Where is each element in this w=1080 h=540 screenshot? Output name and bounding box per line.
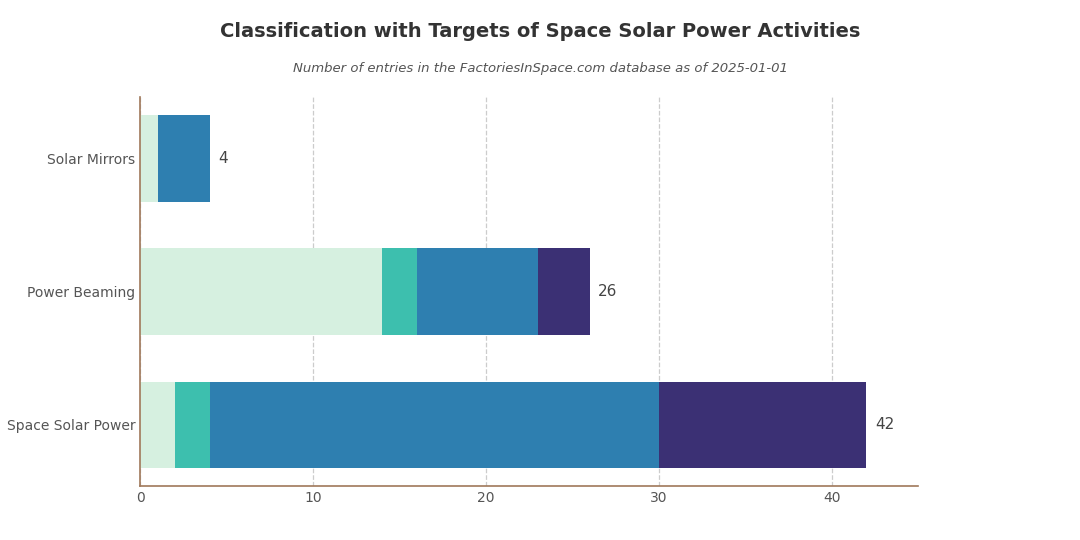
Bar [210,382,659,468]
Bar [140,248,382,335]
Text: Number of entries in the FactoriesInSpace.com database as of 2025-01-01: Number of entries in the FactoriesInSpac… [293,62,787,75]
Text: Classification with Targets of Space Solar Power Activities: Classification with Targets of Space Sol… [220,22,860,40]
Bar [140,382,175,468]
Text: 4: 4 [218,151,228,166]
Bar [659,382,866,468]
Text: 42: 42 [875,417,894,433]
Bar [382,248,417,335]
Bar [175,382,210,468]
Bar [158,115,210,201]
Bar [538,248,590,335]
Bar [417,248,538,335]
Bar [140,115,158,201]
Y-axis label: Classification: Classification [0,241,1,342]
Text: 26: 26 [598,284,618,299]
